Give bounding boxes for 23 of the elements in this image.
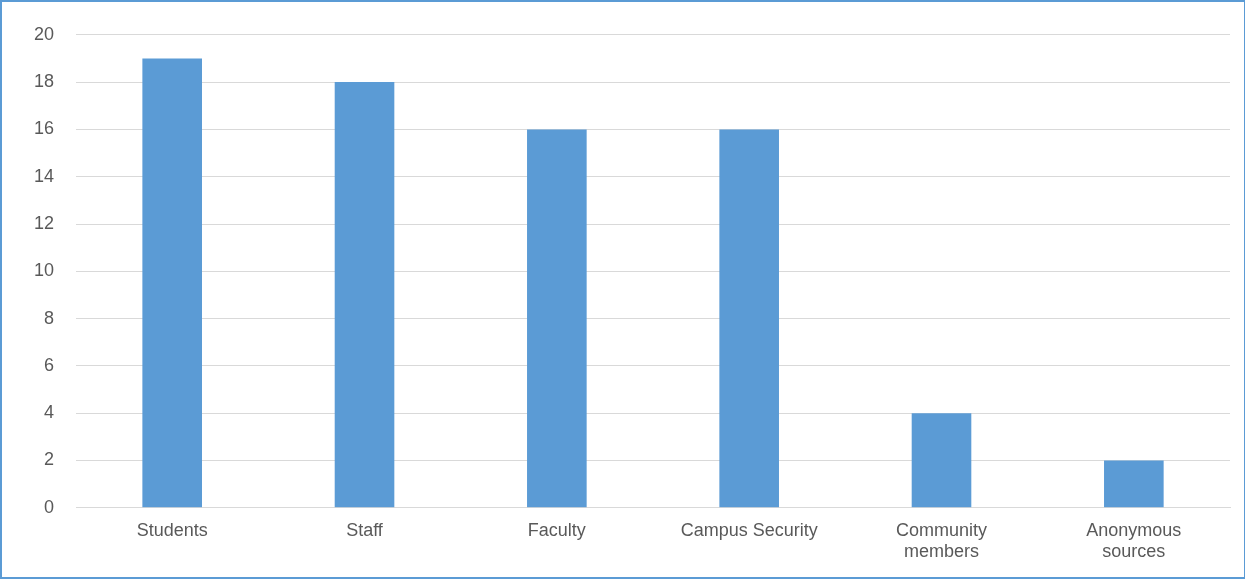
y-tick-label: 20 xyxy=(33,23,55,44)
bar xyxy=(1104,460,1164,508)
bar xyxy=(911,413,972,508)
y-tick-label: 18 xyxy=(33,71,55,92)
y-tick-label: 10 xyxy=(33,260,55,281)
y-tick-label: 0 xyxy=(44,496,55,517)
x-tick-label: Faculty xyxy=(527,519,586,540)
y-tick-label: 2 xyxy=(44,449,55,470)
x-tick-label: Staff xyxy=(346,519,384,540)
bar xyxy=(527,129,587,508)
bar xyxy=(719,129,779,508)
x-tick-label: Anonymous sources xyxy=(1086,519,1182,562)
y-tick-label: 6 xyxy=(44,354,55,375)
x-tick-label: Community members xyxy=(895,519,988,562)
x-tick-label: Campus Security xyxy=(680,519,818,540)
bar xyxy=(334,82,395,508)
y-tick-label: 8 xyxy=(44,307,55,328)
y-tick-label: 12 xyxy=(33,212,55,233)
y-tick-label: 4 xyxy=(44,402,55,423)
y-tick-label: 16 xyxy=(33,118,55,139)
bar xyxy=(142,58,202,508)
y-tick-label: 14 xyxy=(33,165,55,186)
x-tick-label: Students xyxy=(136,519,208,540)
